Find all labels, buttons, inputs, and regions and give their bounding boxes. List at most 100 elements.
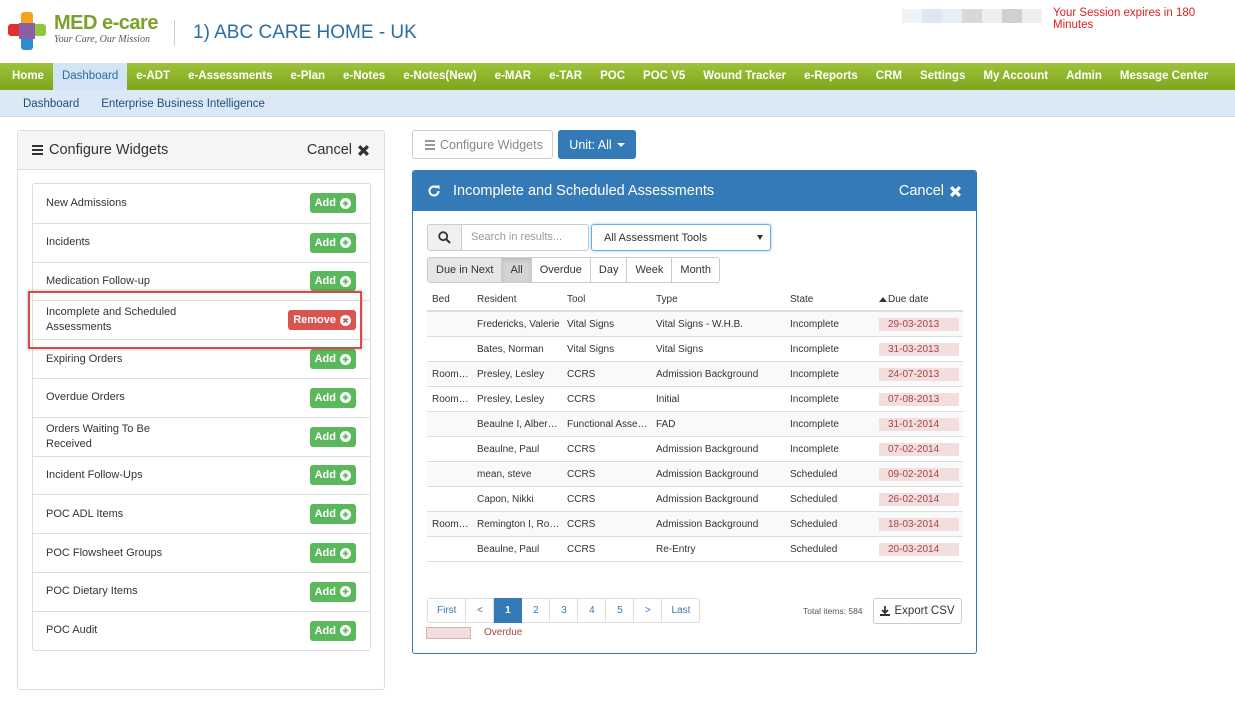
add-button[interactable]: Add [309,465,356,486]
search-group: Search in results... [427,224,589,251]
table-row[interactable]: Beaulne, Paul CCRS Re-Entry Scheduled 20-03-… [427,537,963,562]
redacted-block [982,9,1002,23]
nav-item[interactable]: My Account [983,70,1049,82]
table-cell: Incomplete [790,318,839,330]
table-cell: CCRS [567,368,596,380]
due-date: 29-03-2013 [879,317,959,331]
page-button[interactable]: < [466,598,495,623]
facility-name: 1) ABC CARE HOME - UK [193,22,417,43]
search-button[interactable] [427,224,462,251]
table-cell: Incomplete [790,368,839,380]
table-cell: Scheduled [790,493,838,505]
page-button[interactable]: > [634,598,663,623]
nav-item[interactable]: Wound Tracker [703,70,787,82]
export-button[interactable]: Export CSV [873,598,962,624]
due-filter-button[interactable]: Week [627,257,673,283]
table-cell: Room… [432,368,469,380]
nav-item[interactable]: Home [12,70,44,82]
add-button[interactable]: Add [309,387,356,408]
add-button[interactable]: Add [309,232,356,253]
add-button[interactable]: Add [309,349,356,370]
add-button[interactable]: Add [309,543,356,564]
table-row[interactable]: Bates, Norman Vital Signs Vital Signs Incom… [427,337,963,362]
search-icon [438,231,451,244]
add-icon [340,431,351,443]
nav-item[interactable]: e-ADT [136,70,171,82]
download-icon-svg [880,606,891,616]
table-cell: Room… [432,518,469,530]
add-icon-svg [340,469,351,481]
page-button[interactable]: Last [662,598,701,623]
nav-item[interactable]: Dashboard [52,63,128,90]
table-row[interactable]: Beaulne I, Alber… Functional Asse… FAD Inco… [427,412,963,437]
due-date: 07-02-2014 [879,442,959,456]
nav-item[interactable]: e-Reports [804,70,858,82]
column-header[interactable]: Bed [427,294,472,305]
due-filter-button[interactable]: Month [672,257,720,283]
menu-icon [425,139,435,150]
nav-item[interactable]: e-TAR [549,70,583,82]
nav-item[interactable]: e-MAR [494,70,532,82]
nav-item[interactable]: Admin [1066,70,1102,82]
add-button[interactable]: Add [309,581,356,602]
button-label: Add [314,391,336,404]
column-label: Resident [477,293,517,305]
assessments-cancel[interactable]: Cancel [898,183,944,199]
nav-item[interactable]: e-Notes [343,70,386,82]
widget-name: Incidents [46,236,91,249]
configure-cancel[interactable]: Cancel [306,142,352,158]
column-header[interactable]: Resident [472,294,562,305]
page-button[interactable]: 4 [578,598,607,623]
nav-item[interactable]: POC [600,70,626,82]
page-button[interactable]: 2 [522,598,551,623]
nav-item[interactable]: e-Assessments [188,70,273,82]
column-header[interactable]: Tool [562,294,651,305]
cancel-icon-svg [358,144,369,156]
add-icon-svg [340,586,351,598]
button-label: Add [314,547,336,560]
button-label: Add [314,197,336,210]
page-button[interactable]: 3 [550,598,579,623]
table-cell: Beaulne, Paul [477,543,540,555]
table-row[interactable]: Room… Remington I, Ro… CCRS Admission Backg… [427,512,963,537]
table-row[interactable]: Beaulne, Paul CCRS Admission Background Inc… [427,437,963,462]
page-button[interactable]: First [427,598,467,623]
remove-button[interactable]: Remove [288,310,356,331]
due-cell: 31-01-2014 [874,417,961,431]
page-button[interactable]: 5 [606,598,635,623]
add-button[interactable]: Add [309,193,356,214]
unit-dropdown[interactable]: Unit: All [558,130,636,159]
nav-item[interactable]: Message Center [1119,70,1209,82]
highlight-box [28,291,362,349]
column-header[interactable]: Due date [874,294,961,305]
table-row[interactable]: Room… Presley, Lesley CCRS Initial Incomplet… [427,387,963,412]
add-button[interactable]: Add [309,271,356,292]
widget-row: POC Flowsheet Groups Add [33,533,370,572]
tool-filter[interactable]: All Assessment Tools [591,224,771,251]
nav-item[interactable]: e-Notes(New) [403,70,477,82]
menu-bar [32,153,43,155]
due-filter-button[interactable]: Day [590,257,628,283]
due-filter-button[interactable]: Overdue [531,257,591,283]
add-button[interactable]: Add [309,426,356,447]
nav-item[interactable]: Settings [919,70,966,82]
column-header[interactable]: Type [651,294,785,305]
sub-nav-item[interactable]: Dashboard [23,98,80,110]
configure-widgets-button[interactable]: Configure Widgets [412,130,553,159]
nav-item[interactable]: e-Plan [290,70,325,82]
add-icon [340,353,351,365]
table-row[interactable]: Fredericks, Valerie Vital Signs Vital Sign… [427,312,963,337]
table-row[interactable]: mean, steve CCRS Admission Background Sched… [427,462,963,487]
search-input[interactable]: Search in results... [462,224,589,251]
table-row[interactable]: Capon, Nikki CCRS Admission Background Sche… [427,487,963,512]
column-label: Bed [432,293,450,305]
table-row[interactable]: Room… Presley, Lesley CCRS Admission Backgr… [427,362,963,387]
nav-item[interactable]: CRM [875,70,902,82]
page-button[interactable]: 1 [494,598,523,623]
add-button[interactable]: Add [309,620,356,641]
column-header[interactable]: State [785,294,874,305]
add-button[interactable]: Add [309,504,356,525]
sub-nav-item[interactable]: Enterprise Business Intelligence [101,98,265,110]
nav-item[interactable]: POC V5 [643,70,686,82]
due-filter-button[interactable]: All [502,257,532,283]
